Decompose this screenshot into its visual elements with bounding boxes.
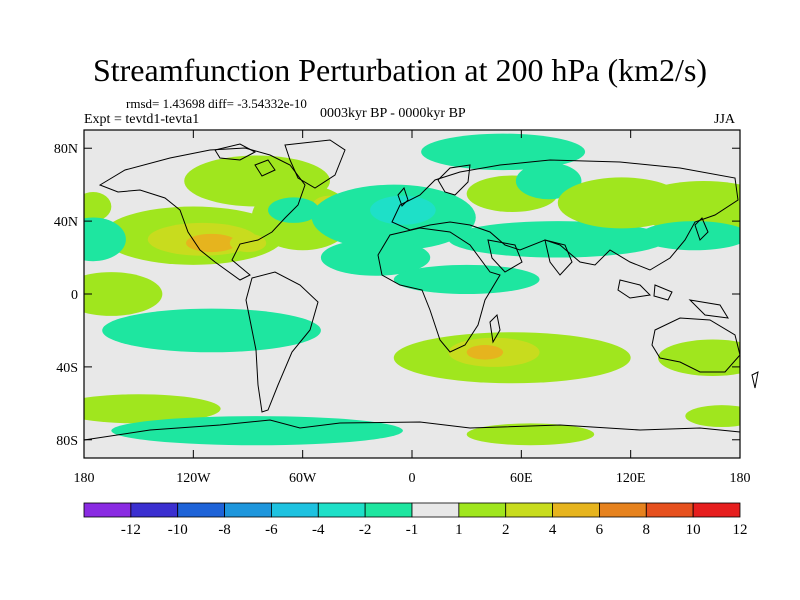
lat-label: 80S <box>56 434 78 449</box>
plot-title: Streamfunction Perturbation at 200 hPa (… <box>92 52 708 88</box>
lon-label: 180 <box>730 471 751 486</box>
colorbar-label: -6 <box>265 522 278 538</box>
colorbar-label: -10 <box>168 522 188 538</box>
colorbar: -12 -10 -8 -6 -4 -2 -1 1 2 4 6 8 10 12 <box>83 502 748 538</box>
contour-region <box>448 221 668 258</box>
lon-label: 60E <box>510 471 533 486</box>
contour-region <box>370 195 436 225</box>
colorbar-label: -12 <box>121 522 141 538</box>
colorbar-swatch <box>317 502 366 518</box>
statistics-text: rmsd= 1.43698 diff= -3.54332e-10 <box>126 96 307 111</box>
lon-label: 120E <box>616 471 646 486</box>
colorbar-label: 12 <box>733 522 748 538</box>
contour-region <box>268 197 320 223</box>
contour-region <box>658 339 740 376</box>
colorbar-swatch <box>411 502 460 518</box>
colorbar-swatch <box>83 502 132 518</box>
colorbar-swatch <box>177 502 225 518</box>
contour-region <box>685 405 740 428</box>
colorbar-label: -8 <box>218 522 231 538</box>
contour-region <box>466 423 595 446</box>
lat-label: 0 <box>71 288 78 303</box>
longitude-axis: 180 120W 60W 0 60E 120E 180 <box>74 130 751 486</box>
contour-region <box>229 233 267 253</box>
colorbar-label: -2 <box>359 522 372 538</box>
lat-label: 40S <box>56 361 78 376</box>
contour-region <box>84 272 163 316</box>
colorbar-swatch <box>692 502 741 518</box>
colorbar-label: 1 <box>455 522 463 538</box>
colorbar-swatch <box>364 502 413 518</box>
colorbar-label: 4 <box>549 522 557 538</box>
colorbar-swatch <box>505 502 553 518</box>
lon-label: 60W <box>289 471 317 486</box>
colorbar-swatch <box>552 502 600 518</box>
contour-region <box>84 191 112 222</box>
lat-label: 40N <box>54 215 78 230</box>
lat-label: 80N <box>54 142 78 157</box>
contour-region <box>630 181 740 233</box>
contour-region <box>111 416 403 446</box>
colorbar-label: 10 <box>686 522 701 538</box>
contour-region <box>184 155 330 207</box>
coastlines <box>83 139 759 441</box>
contour-region <box>186 233 238 253</box>
colorbar-swatch <box>224 502 272 518</box>
map-panel: 80N 40N 0 40S 80S 180 120W 60W 0 60E 120E 180 <box>54 129 759 486</box>
lon-label: 0 <box>409 471 416 486</box>
latitude-axis: 80N 40N 0 40S 80S <box>54 142 740 449</box>
period-label: 0003kyr BP - 0000kyr BP <box>320 106 466 121</box>
contour-region <box>515 162 582 200</box>
colorbar-label: -1 <box>406 522 419 538</box>
lon-label: 120W <box>176 471 211 486</box>
contour-region <box>393 264 540 294</box>
colorbar-swatch <box>271 502 319 518</box>
colorbar-label: 2 <box>502 522 510 538</box>
season-label: JJA <box>714 112 736 127</box>
lon-label: 180 <box>74 471 95 486</box>
contour-region <box>466 345 504 360</box>
contour-region <box>320 239 431 276</box>
colorbar-swatch <box>645 502 694 518</box>
colorbar-label: -4 <box>312 522 325 538</box>
colorbar-swatch <box>130 502 179 518</box>
colorbar-swatch <box>458 502 507 518</box>
contour-region <box>639 221 740 251</box>
colorbar-label: 8 <box>643 522 651 538</box>
colorbar-swatch <box>599 502 647 518</box>
colorbar-label: 6 <box>596 522 604 538</box>
contour-region <box>84 217 126 262</box>
contour-region <box>84 394 221 424</box>
contour-region <box>102 308 321 353</box>
experiment-label: Expt = tevtd1-tevta1 <box>84 112 200 127</box>
